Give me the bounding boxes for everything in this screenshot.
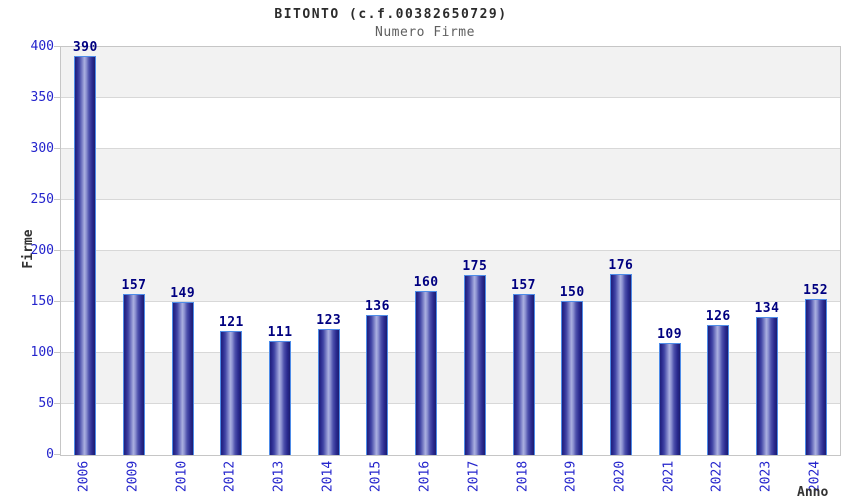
x-tick-label: 2019 [563, 460, 579, 493]
bar [512, 294, 535, 455]
bar-value-label: 136 [364, 299, 390, 314]
gridline [61, 148, 840, 149]
bar [755, 317, 778, 455]
gridline [61, 403, 840, 404]
y-tick-label: 350 [30, 90, 54, 105]
y-tick-label: 200 [30, 243, 54, 258]
bar [317, 329, 340, 455]
bar-value-label: 150 [559, 285, 585, 300]
bar [171, 302, 194, 455]
y-tick-mark [54, 46, 60, 47]
y-tick-mark [54, 250, 60, 251]
x-tick-label: 2021 [661, 460, 677, 493]
y-tick-label: 150 [30, 294, 54, 309]
x-axis-title: Anno [797, 485, 829, 500]
bar [463, 275, 486, 455]
bar [804, 299, 827, 455]
bar [658, 343, 681, 455]
y-tick-label: 0 [46, 447, 54, 462]
y-tick-label: 300 [30, 141, 54, 156]
y-tick-label: 100 [30, 345, 54, 360]
x-tick-label: 2018 [515, 460, 531, 493]
plot-band [61, 47, 840, 98]
bar-value-label: 160 [413, 275, 439, 290]
bar [609, 274, 632, 455]
bar-value-label: 152 [803, 283, 829, 298]
plot-band [61, 200, 840, 251]
x-tick-label: 2017 [466, 460, 482, 493]
bar [269, 341, 292, 455]
gridline [61, 97, 840, 98]
x-tick-label: 2023 [758, 460, 774, 493]
y-tick-mark [54, 403, 60, 404]
x-tick-label: 2012 [222, 460, 238, 493]
plot-band [61, 98, 840, 149]
gridline [61, 250, 840, 251]
y-tick-label: 250 [30, 192, 54, 207]
bar [74, 56, 97, 455]
bar [123, 294, 146, 455]
plot-band [61, 149, 840, 200]
x-tick-label: 2010 [174, 460, 190, 493]
y-tick-label: 400 [30, 39, 54, 54]
x-tick-label: 2014 [320, 460, 336, 493]
y-tick-mark [54, 301, 60, 302]
bar-value-label: 121 [218, 315, 244, 330]
y-tick-mark [54, 148, 60, 149]
y-tick-mark [54, 97, 60, 98]
bar-value-label: 126 [705, 309, 731, 324]
bar-value-label: 176 [608, 258, 634, 273]
bar-value-label: 149 [170, 286, 196, 301]
x-tick-label: 2020 [612, 460, 628, 493]
y-tick-mark [54, 199, 60, 200]
bar [415, 291, 438, 455]
y-tick-mark [54, 454, 60, 455]
x-tick-label: 2016 [417, 460, 433, 493]
bar-value-label: 109 [657, 327, 683, 342]
bar [220, 331, 243, 455]
plot-band [61, 251, 840, 302]
x-tick-label: 2022 [709, 460, 725, 493]
chart-title: BITONTO (c.f.00382650729) [274, 7, 508, 22]
bar [707, 325, 730, 455]
bar [366, 315, 389, 455]
bar-value-label: 175 [462, 259, 488, 274]
bar-value-label: 134 [754, 301, 780, 316]
x-tick-label: 2006 [76, 460, 92, 493]
y-axis-title: Firme [21, 229, 36, 269]
plot-area: 390 157 149 121 111 123 136 160 175 157 150 176 109 1… [54, 40, 841, 456]
chart-subtitle: Numero Firme [375, 25, 475, 40]
gridline [61, 301, 840, 302]
bar [561, 301, 584, 455]
bar-value-label: 157 [121, 278, 147, 293]
gridline [61, 199, 840, 200]
y-tick-mark [54, 352, 60, 353]
y-tick-label: 50 [38, 396, 54, 411]
x-tick-label: 2015 [368, 460, 384, 493]
gridline [61, 352, 840, 353]
x-tick-label: 2013 [271, 460, 287, 493]
bar-value-label: 157 [511, 278, 537, 293]
bar-value-label: 390 [72, 40, 98, 55]
x-tick-label: 2009 [125, 460, 141, 493]
bar-value-label: 123 [316, 313, 342, 328]
bar-value-label: 111 [267, 325, 293, 340]
